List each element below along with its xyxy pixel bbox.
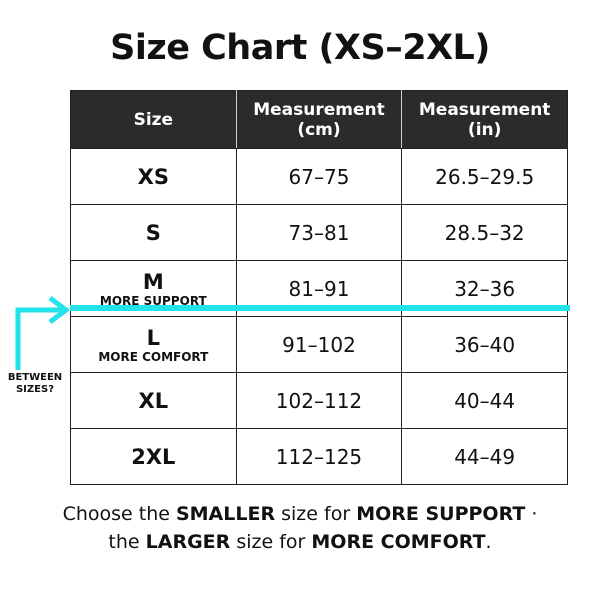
size-note: MORE COMFORT [98, 349, 209, 364]
size-label: XS [137, 164, 169, 189]
cm-cell: 73–81 [235, 204, 403, 261]
table-row: S 73–81 28.5–32 [70, 204, 568, 261]
footer-bold: LARGER [145, 531, 231, 553]
footer-text: . [485, 531, 492, 553]
header-size: Size [70, 90, 237, 149]
between-sizes-line [70, 305, 570, 311]
size-cell: XL [70, 372, 237, 429]
in-cell: 44–49 [401, 428, 568, 485]
table-row: 2XL 112–125 44–49 [70, 428, 568, 485]
footer-text: size for [275, 503, 357, 525]
footer-bold: SMALLER [175, 503, 276, 525]
size-cell: L MORE COMFORT [70, 316, 237, 373]
size-cell: XS [70, 148, 237, 205]
in-cell: 40–44 [401, 372, 568, 429]
footer-note: Choose the SMALLER size for MORE SUPPORT… [0, 500, 600, 556]
in-cell: 26.5–29.5 [401, 148, 568, 205]
table-row: XL 102–112 40–44 [70, 372, 568, 429]
header-in: Measurement (in) [401, 90, 568, 149]
footer-text: · [525, 503, 538, 525]
cm-cell: 67–75 [235, 148, 403, 205]
table-row: XS 67–75 26.5–29.5 [70, 148, 568, 205]
page-title: Size Chart (XS–2XL) [110, 28, 490, 68]
footer-bold: MORE SUPPORT [356, 503, 526, 525]
footer-text: size for [230, 531, 312, 553]
size-cell: S [70, 204, 237, 261]
cm-cell: 102–112 [235, 372, 403, 429]
size-label: M [142, 269, 164, 294]
header-cm: Measurement (cm) [235, 90, 403, 149]
between-sizes-label: BETWEEN SIZES? [7, 372, 63, 395]
size-table: Size Measurement (cm) Measurement (in) X… [70, 90, 568, 485]
size-label: L [146, 325, 161, 350]
cm-cell: 112–125 [235, 428, 403, 485]
size-cell: 2XL [70, 428, 237, 485]
in-cell: 36–40 [401, 316, 568, 373]
in-cell: 28.5–32 [401, 204, 568, 261]
size-label: S [145, 220, 161, 245]
footer-bold: MORE COMFORT [311, 531, 486, 553]
size-label: 2XL [131, 444, 176, 469]
size-label: XL [138, 388, 169, 413]
table-row: L MORE COMFORT 91–102 36–40 [70, 316, 568, 373]
footer-text: Choose the [62, 503, 176, 525]
size-note: MORE SUPPORT [99, 293, 207, 308]
cm-cell: 91–102 [235, 316, 403, 373]
header-row: Size Measurement (cm) Measurement (in) [70, 90, 568, 149]
arrow-icon [15, 296, 71, 370]
footer-text: the [108, 531, 146, 553]
